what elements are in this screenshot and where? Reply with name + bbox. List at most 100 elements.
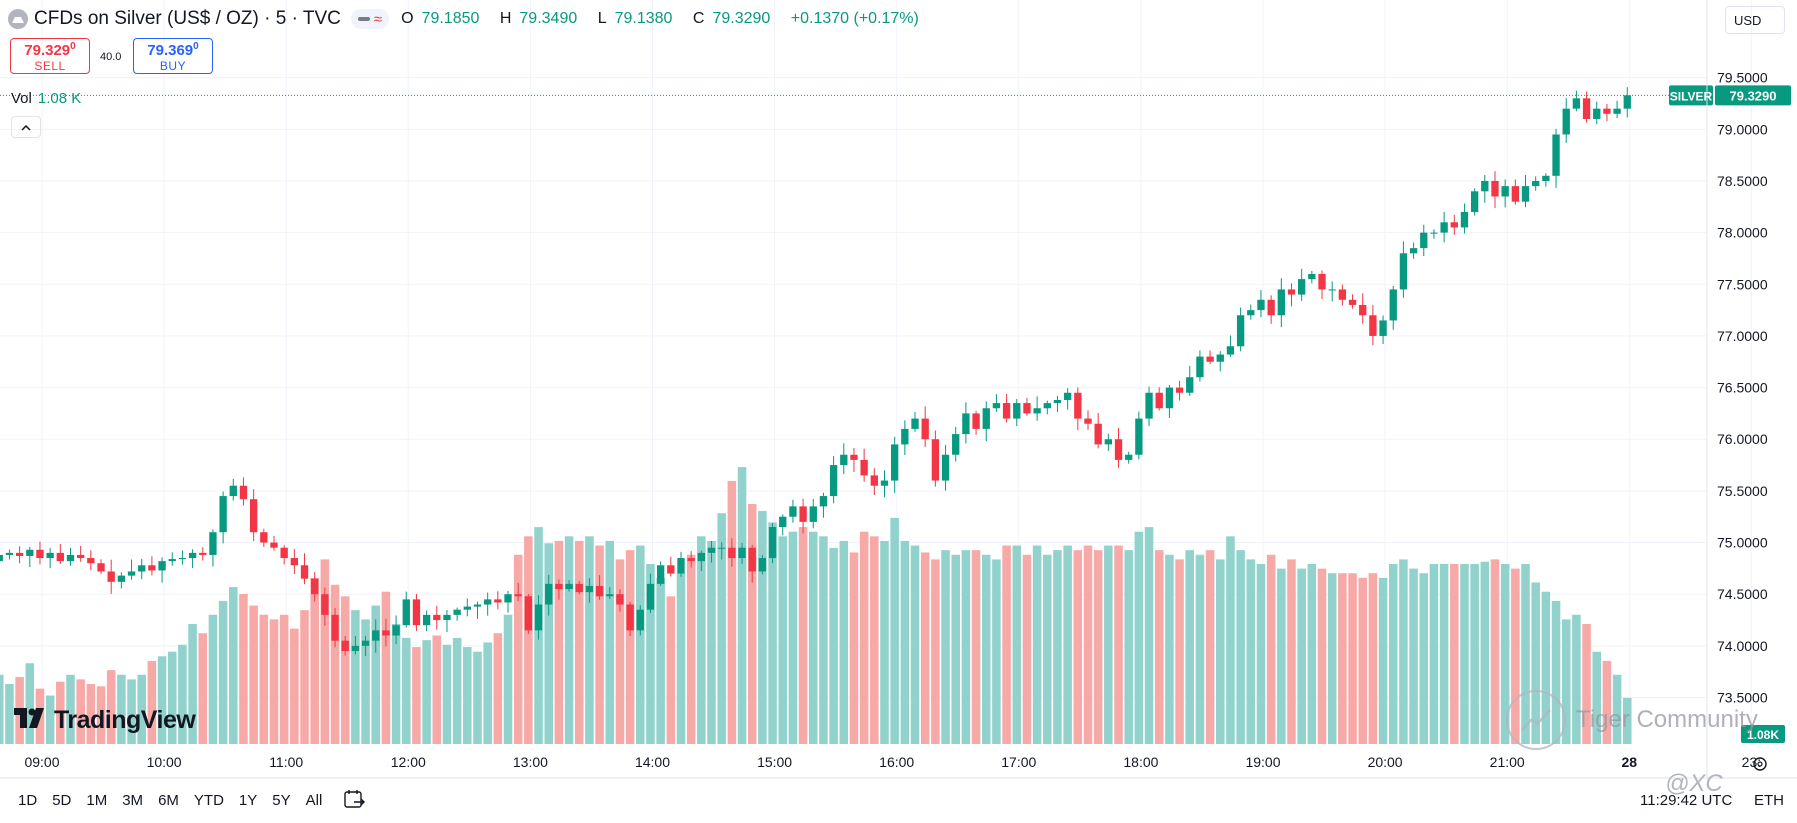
range-1y[interactable]: 1Y: [238, 792, 258, 809]
x-tick-label: 19:00: [1245, 754, 1280, 770]
candle-body: [545, 583, 553, 605]
volume-bar: [1022, 554, 1032, 744]
tradingview-mark-icon: [14, 707, 48, 734]
candle-body: [514, 594, 522, 597]
candle-body: [860, 459, 868, 476]
candle-body: [97, 563, 105, 572]
candle-body: [1216, 354, 1224, 362]
candle-body: [1491, 180, 1499, 197]
candle-body: [1074, 392, 1082, 419]
volume-bar: [1073, 550, 1083, 744]
volume-bar: [1114, 545, 1123, 744]
range-1d[interactable]: 1D: [18, 792, 38, 809]
volume-bar: [1612, 674, 1622, 744]
range-6m[interactable]: 6M: [158, 792, 179, 809]
candle-body: [1399, 253, 1408, 290]
utc-clock[interactable]: 11:29:42 UTC: [1640, 792, 1733, 809]
price-candles: [0, 87, 1631, 656]
candle-body: [321, 594, 329, 615]
candle-body: [36, 549, 44, 559]
y-tick-label: 77.5000: [1717, 276, 1768, 292]
candle-body: [1145, 392, 1153, 419]
volume-bar: [1439, 564, 1449, 744]
volume-bar: [361, 619, 370, 744]
range-3m[interactable]: 3M: [122, 792, 144, 809]
volume-bar: [1388, 564, 1398, 744]
volume-bar: [1002, 545, 1011, 744]
y-tick-label: 79.0000: [1717, 121, 1768, 137]
collapse-legend-button[interactable]: [11, 116, 41, 138]
volume-bar: [1327, 573, 1337, 744]
chart-axes: 79.5000 79.0000 78.5000 78.0000 77.5000 77.00…: [0, 0, 1797, 779]
volume-bar: [686, 554, 696, 744]
candle-body: [178, 558, 187, 560]
candle-body: [107, 571, 115, 582]
volume-bar: [676, 573, 686, 744]
volume-legend[interactable]: Vol 1.08 K: [11, 90, 81, 107]
range-ytd[interactable]: YTD: [193, 792, 224, 809]
volume-bar: [117, 674, 126, 744]
candle-body: [1430, 232, 1438, 234]
volume-bar: [1043, 554, 1052, 744]
candle-body: [738, 547, 746, 559]
tradingview-logo[interactable]: TradingView: [14, 706, 196, 735]
calendar-goto-icon[interactable]: [344, 789, 366, 809]
volume-bar: [1419, 573, 1429, 744]
x-tick-label: 15:00: [757, 754, 792, 770]
volume-bar: [66, 674, 75, 744]
range-1m[interactable]: 1M: [86, 792, 108, 809]
candle-body: [1226, 346, 1235, 355]
candle-body: [809, 506, 817, 522]
currency-selector[interactable]: USD: [1725, 6, 1785, 34]
candle-body: [1186, 377, 1194, 393]
x-tick-label: 16:00: [879, 754, 914, 770]
candle-body: [351, 645, 360, 652]
volume-bar: [646, 564, 655, 744]
volume-bar: [198, 633, 208, 744]
candle-body: [870, 475, 878, 486]
volume-bar: [920, 552, 930, 744]
volume-bar: [1144, 527, 1154, 744]
volume-bar: [1307, 564, 1317, 744]
volume-bar: [808, 531, 818, 744]
candle-body: [382, 630, 390, 636]
x-tick-label: 28: [1622, 754, 1638, 770]
volume-bar: [320, 559, 330, 744]
volume-bar: [25, 663, 35, 744]
symbol-title[interactable]: CFDs on Silver (US$ / OZ) · 5 · TVC: [34, 8, 341, 29]
market-closed-icon: [357, 17, 370, 21]
candle-body: [779, 516, 787, 528]
volume-bar: [1185, 550, 1195, 744]
sell-price-sup: 0: [70, 41, 76, 52]
x-tick-label: 12:00: [391, 754, 426, 770]
change-value: +0.1370 (+0.17%): [790, 10, 919, 27]
volume-bar: [839, 540, 849, 744]
range-5d[interactable]: 5D: [52, 792, 72, 809]
volume-bar: [330, 584, 340, 744]
volume-bar: [391, 624, 401, 744]
volume-bar: [1348, 573, 1357, 744]
range-all[interactable]: All: [305, 792, 323, 809]
candle-body: [697, 552, 706, 562]
buy-button[interactable]: 79.3690 BUY: [133, 38, 213, 74]
volume-bar: [106, 670, 116, 744]
chart-status-pill[interactable]: ≈: [350, 9, 390, 29]
candle-body: [66, 554, 75, 562]
session-toggle[interactable]: ETH: [1754, 792, 1784, 809]
volume-bar: [1236, 550, 1245, 744]
volume-bar: [1297, 568, 1306, 744]
range-5y[interactable]: 5Y: [272, 792, 291, 809]
volume-bar: [442, 644, 452, 744]
candle-body: [1572, 98, 1581, 109]
volume-bar: [666, 596, 676, 744]
candle-body: [941, 454, 950, 481]
y-tick-label: 77.0000: [1717, 328, 1768, 344]
candle-body: [188, 552, 197, 559]
candle-body: [127, 571, 136, 576]
candle-body: [494, 599, 502, 603]
sell-button[interactable]: 79.3290 SELL: [10, 38, 90, 74]
candle-body: [87, 558, 95, 564]
volume-bar: [1460, 564, 1469, 744]
candle-body: [422, 614, 431, 626]
